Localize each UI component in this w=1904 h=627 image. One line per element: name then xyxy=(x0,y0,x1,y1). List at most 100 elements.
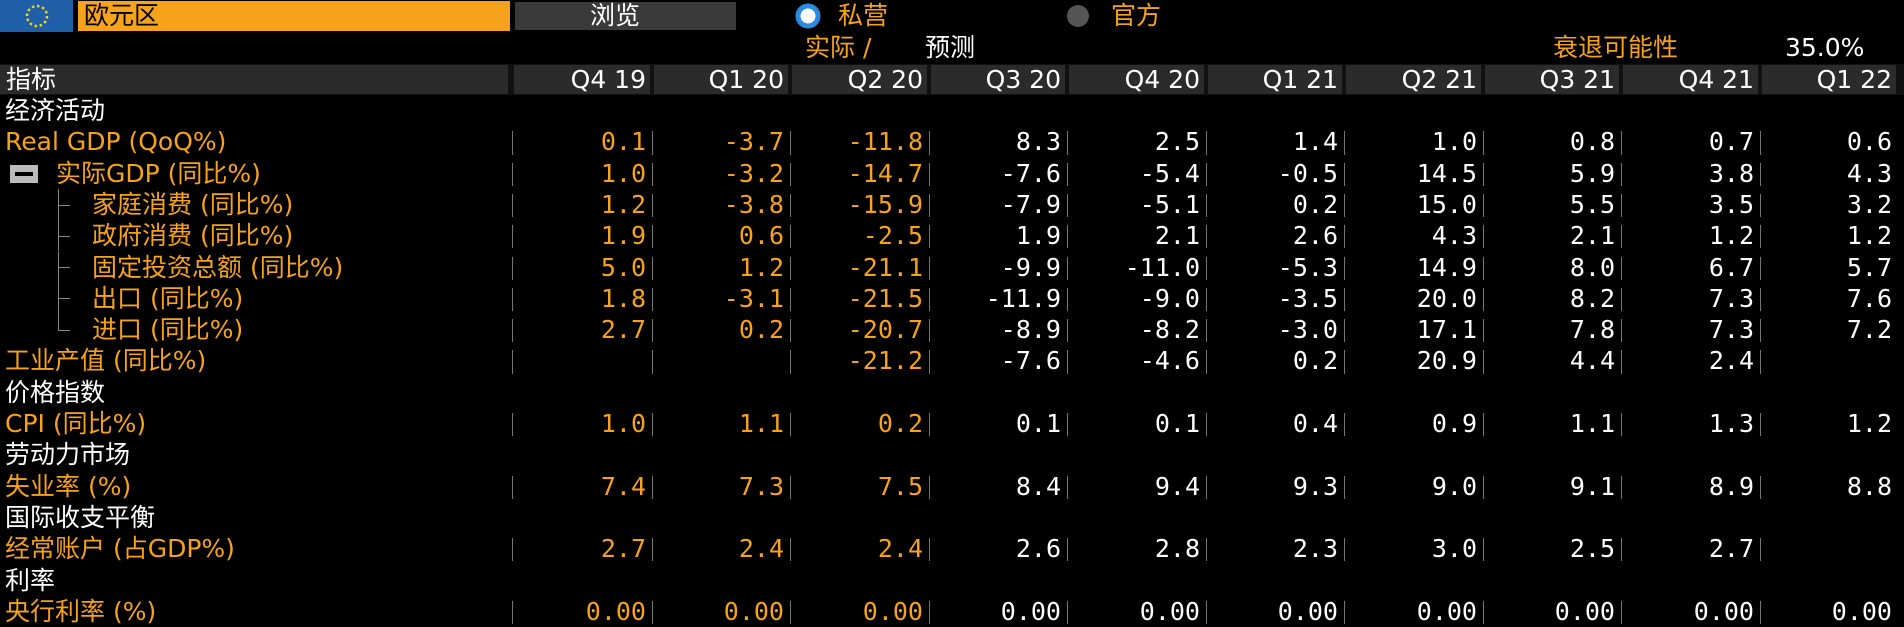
cell-value: 2.7 xyxy=(1708,534,1754,564)
cell-separator xyxy=(512,600,513,625)
cell-value: 3.8 xyxy=(1708,158,1754,188)
cell-separator xyxy=(1067,413,1068,437)
cell-separator xyxy=(1760,600,1761,625)
cell-value: -21.5 xyxy=(847,283,923,313)
row-label: CPI (同比%) xyxy=(5,409,147,438)
cell-value: 8.4 xyxy=(1015,471,1061,501)
cell-separator xyxy=(1344,193,1345,218)
cell-value: -3.7 xyxy=(723,127,784,157)
cell-separator xyxy=(929,256,930,280)
cell-value: 0.00 xyxy=(862,596,923,626)
cell-value: 0.00 xyxy=(1416,596,1477,626)
tree-branch xyxy=(58,235,70,237)
cell-separator xyxy=(652,319,653,343)
cell-value: -21.2 xyxy=(847,346,923,376)
radio-private[interactable] xyxy=(790,0,824,32)
collapse-minus xyxy=(15,171,33,176)
cell-separator xyxy=(1621,193,1622,218)
cell-separator xyxy=(652,287,653,312)
cell-separator xyxy=(1067,350,1068,374)
cell-value: 0.1 xyxy=(600,127,646,157)
cell-separator xyxy=(929,350,930,374)
cell-value: 0.00 xyxy=(1831,596,1892,626)
cell-separator xyxy=(652,600,653,625)
cell-separator xyxy=(1621,600,1622,625)
cell-value: 0.00 xyxy=(1000,596,1061,626)
cell-separator xyxy=(1760,475,1761,499)
cell-separator xyxy=(1483,287,1484,312)
column-header: Q2 21 xyxy=(1401,65,1477,94)
cell-value: 0.00 xyxy=(1554,596,1615,626)
cell-separator xyxy=(512,162,513,186)
cell-separator xyxy=(1206,600,1207,625)
table: 指标 Q4 19 Q1 20 Q2 20 Q3 20 Q4 20 Q1 21 Q2 21 Q3 … xyxy=(0,64,1904,627)
cell-separator xyxy=(1067,256,1068,280)
cell-value: -7.9 xyxy=(1000,189,1061,219)
cell-separator xyxy=(1621,413,1622,437)
cell-value: -11.9 xyxy=(985,283,1061,313)
column-header: Q2 20 xyxy=(847,65,923,94)
cell-value: -0.5 xyxy=(1277,158,1338,188)
cell-value: 1.3 xyxy=(1708,409,1754,438)
header-cell xyxy=(1208,65,1342,94)
cell-separator xyxy=(1344,256,1345,280)
cell-separator xyxy=(652,350,653,374)
cell-separator xyxy=(929,225,930,249)
region-flag[interactable] xyxy=(0,0,73,32)
cell-value: 7.6 xyxy=(1846,283,1892,313)
cell-separator xyxy=(1483,225,1484,249)
cell-separator xyxy=(790,193,791,218)
cell-value: -8.9 xyxy=(1000,315,1061,345)
cell-value: 4.3 xyxy=(1846,158,1892,188)
cell-value: 0.00 xyxy=(1277,596,1338,626)
cell-value: 0.00 xyxy=(1693,596,1754,626)
cell-separator xyxy=(929,131,930,155)
cell-value: 7.2 xyxy=(1846,315,1892,345)
cell-value: 1.2 xyxy=(1846,221,1892,251)
cell-separator xyxy=(1206,413,1207,437)
cell-value: 2.5 xyxy=(1569,534,1615,564)
cell-value: 1.0 xyxy=(600,409,646,438)
cell-separator xyxy=(1621,319,1622,343)
browse-button[interactable] xyxy=(515,2,736,30)
cell-value: 0.2 xyxy=(1292,189,1338,219)
cell-value: 2.5 xyxy=(1154,127,1200,157)
cell-value: 20.9 xyxy=(1416,346,1477,376)
cell-separator xyxy=(1344,162,1345,186)
header-cell xyxy=(1069,65,1204,94)
tree-branch xyxy=(58,267,70,269)
cell-value: -3.2 xyxy=(723,158,784,188)
cell-value: 2.7 xyxy=(600,315,646,345)
region-field[interactable] xyxy=(78,1,510,31)
header-cell xyxy=(1485,65,1619,94)
row-label: 央行利率 (%) xyxy=(5,596,157,626)
cell-value: 2.3 xyxy=(1292,534,1338,564)
cell-separator xyxy=(1760,287,1761,312)
column-header: Q1 22 xyxy=(1816,65,1892,94)
cell-separator xyxy=(1067,538,1068,562)
section-title: 劳动力市场 xyxy=(5,440,131,470)
cell-value: 17.1 xyxy=(1416,315,1477,345)
cell-value: 3.2 xyxy=(1846,189,1892,219)
cell-separator xyxy=(790,413,791,437)
cell-value: -2.5 xyxy=(862,221,923,251)
cell-value: -5.4 xyxy=(1139,158,1200,188)
cell-separator xyxy=(652,225,653,249)
cell-value: 1.1 xyxy=(1569,409,1615,438)
column-header: Q4 19 xyxy=(570,65,646,94)
cell-value: 1.1 xyxy=(738,409,784,438)
cell-value: 1.8 xyxy=(600,283,646,313)
cell-value: 1.9 xyxy=(600,221,646,251)
radio-official[interactable] xyxy=(1061,0,1095,32)
cell-separator xyxy=(1760,350,1761,374)
cell-value: 5.0 xyxy=(600,252,646,282)
cell-value: 8.8 xyxy=(1846,471,1892,501)
cell-separator xyxy=(1206,256,1207,280)
cell-value: 0.2 xyxy=(877,409,923,438)
column-header: Q3 21 xyxy=(1539,65,1615,94)
cell-separator xyxy=(1206,193,1207,218)
cell-separator xyxy=(1760,225,1761,249)
cell-value: -5.3 xyxy=(1277,252,1338,282)
cell-value: 4.4 xyxy=(1569,346,1615,376)
